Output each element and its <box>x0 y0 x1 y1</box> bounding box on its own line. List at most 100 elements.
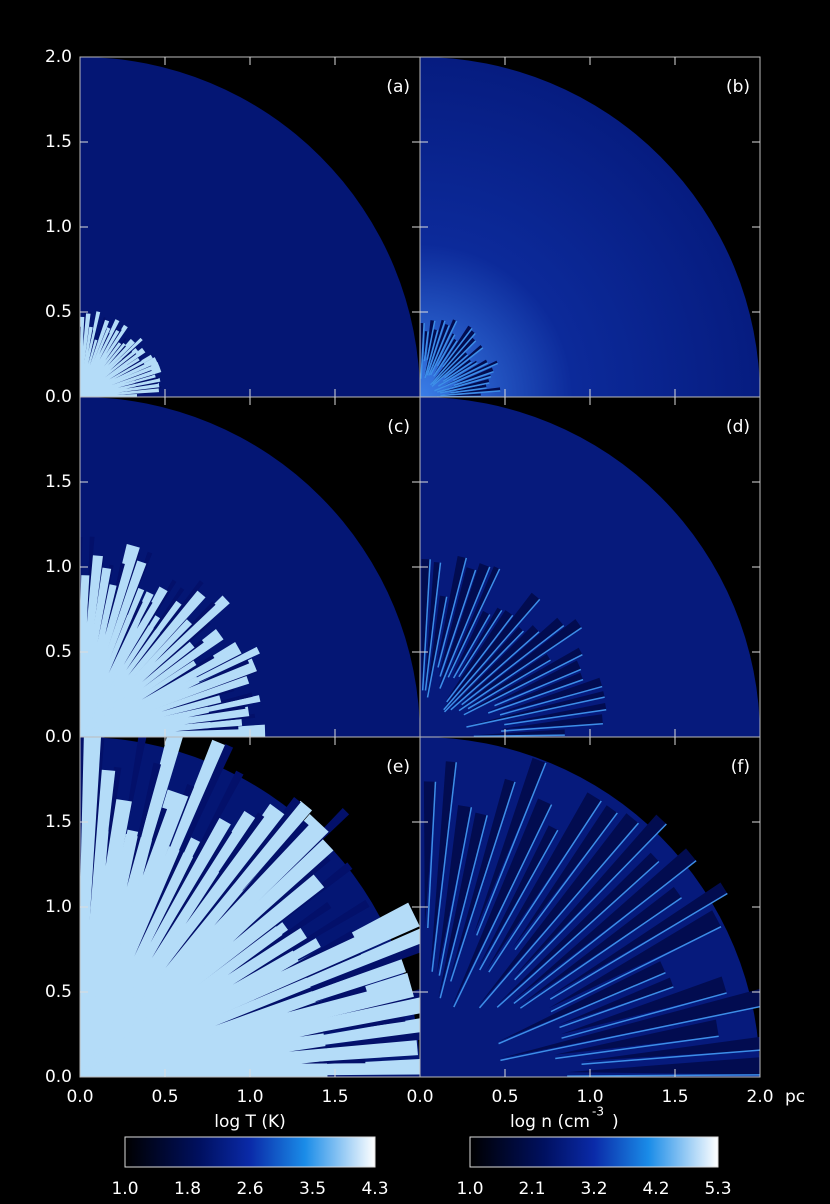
finger <box>80 800 313 1077</box>
pillar <box>185 812 265 925</box>
finger <box>80 378 161 397</box>
pillar <box>436 555 467 667</box>
pillar <box>431 352 468 387</box>
pillar <box>438 563 490 688</box>
y-tick-label: 0.5 <box>45 302 72 322</box>
finger <box>80 347 146 397</box>
pillar-rim <box>461 625 565 706</box>
pillar-rim <box>488 800 602 973</box>
finger <box>80 798 132 1077</box>
pillar <box>549 910 722 1008</box>
pillar-rim <box>555 1035 719 1060</box>
pillar-rim <box>431 354 469 388</box>
colorbar <box>469 1136 719 1168</box>
domain <box>420 737 760 1077</box>
pillar-rim <box>437 362 478 387</box>
pillar <box>105 338 121 361</box>
pillar-rim <box>478 822 640 1009</box>
pillar <box>449 625 540 709</box>
pillar-rim <box>452 614 491 679</box>
pillar <box>88 330 94 353</box>
pillar <box>499 988 760 1059</box>
finger <box>80 339 98 397</box>
colorbar-tick-label: 4.3 <box>361 1179 388 1199</box>
pillar <box>105 328 122 355</box>
pillar <box>436 393 481 397</box>
pillar-rim <box>453 804 553 1008</box>
pillar <box>444 345 483 378</box>
pillar <box>141 620 211 683</box>
pillar <box>80 537 83 617</box>
finger <box>80 354 153 397</box>
pillar <box>107 551 140 649</box>
finger <box>80 342 126 397</box>
pillar <box>473 729 565 736</box>
pillar-rim <box>452 362 489 381</box>
colorbar-label-end: ) <box>612 1112 619 1132</box>
pillar-rim <box>463 653 583 716</box>
pillar <box>442 359 472 381</box>
y-tick-label: 1.0 <box>45 897 72 917</box>
pillar <box>227 901 332 975</box>
colorbar-tick-label: 2.6 <box>236 1179 263 1199</box>
pillar <box>442 592 540 710</box>
pillar-rim <box>426 320 446 376</box>
pillar <box>518 886 682 1007</box>
pillar-rim <box>424 330 439 379</box>
colorbar-tick-label: 2.1 <box>518 1179 545 1199</box>
pillar <box>280 930 355 972</box>
pillar <box>214 819 309 926</box>
pillar <box>452 798 552 1007</box>
pillar <box>473 757 546 935</box>
pillar <box>114 362 145 379</box>
finger <box>80 674 250 737</box>
pillar-rim <box>453 371 494 386</box>
finger <box>80 641 242 737</box>
pillar <box>467 653 551 708</box>
finger <box>80 588 206 737</box>
pillar <box>108 359 142 380</box>
pillar-rim <box>436 375 492 393</box>
pillar-rim <box>513 860 697 1005</box>
pillar <box>97 564 114 643</box>
colorbar-label: log n (cm <box>510 1112 590 1132</box>
pillar-rim <box>466 696 605 728</box>
pillar-rim <box>438 807 473 976</box>
pillar-rim <box>494 668 582 707</box>
finger <box>80 357 140 397</box>
finger <box>80 348 139 397</box>
pillar-rim <box>442 327 473 368</box>
pillar <box>457 607 502 677</box>
pillar-rim <box>450 387 487 394</box>
pillar-rim <box>559 986 674 1029</box>
panel <box>80 397 420 737</box>
x-unit: pc <box>785 1087 805 1107</box>
pillar <box>232 899 370 985</box>
pillar-rim <box>429 320 458 376</box>
finger <box>80 341 122 397</box>
pillar <box>443 626 524 712</box>
finger <box>80 600 182 737</box>
finger <box>80 329 120 397</box>
panel-label: (a) <box>386 77 410 97</box>
pillar-rim <box>437 557 468 668</box>
pillar <box>436 805 472 976</box>
x-tick-label: 1.0 <box>576 1087 603 1107</box>
pillar <box>128 580 204 676</box>
pillar-rim <box>440 390 501 397</box>
pillar <box>463 647 583 714</box>
pillar-rim <box>439 569 477 677</box>
pillar-rim <box>450 781 516 982</box>
finger <box>80 837 334 1077</box>
finger <box>80 829 139 1077</box>
pillar <box>107 345 126 366</box>
domain <box>420 57 760 397</box>
pillar <box>89 317 106 366</box>
pillar <box>512 848 697 1002</box>
pillar-rim <box>444 347 484 379</box>
domain <box>420 397 760 737</box>
pillar <box>499 677 603 713</box>
colorbar-tick-label: 1.8 <box>174 1179 201 1199</box>
finger <box>80 618 193 737</box>
pillar <box>460 617 564 704</box>
